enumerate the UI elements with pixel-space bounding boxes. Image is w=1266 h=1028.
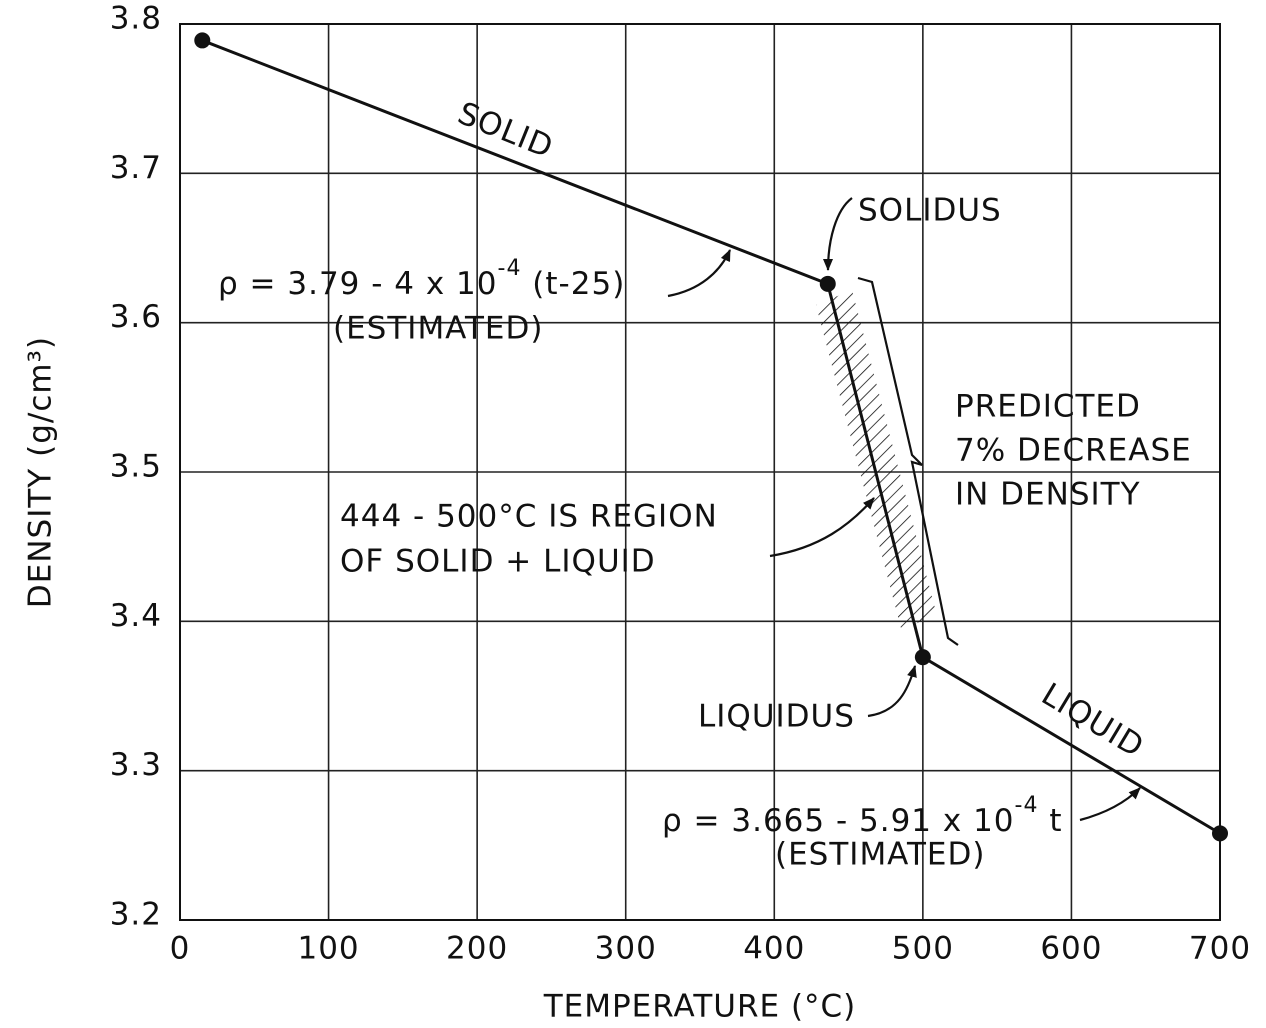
y-tick-label: 3.5	[110, 449, 162, 485]
solid-eq-arrow	[667, 249, 732, 298]
x-tick-label: 700	[1189, 931, 1251, 967]
prediction-note: PREDICTED	[955, 389, 1141, 425]
x-tick-label: 0	[170, 931, 191, 967]
data-point	[1212, 825, 1228, 842]
data-point	[194, 32, 211, 49]
solidus-label: SOLIDUS	[858, 193, 1002, 229]
liquidus-arrow	[867, 665, 917, 718]
liquid-eq-arrow	[1079, 787, 1141, 822]
region-note: 444 - 500°C IS REGION	[340, 499, 718, 535]
y-tick-label: 3.4	[110, 598, 162, 634]
x-tick-label: 500	[892, 931, 954, 967]
solid-equation: ρ = 3.79 - 4 x 10-4 (t-25)	[218, 256, 625, 302]
liquidus-label: LIQUIDUS	[698, 699, 855, 735]
solid-equation-note: (ESTIMATED)	[333, 311, 543, 347]
eq-exponent: -4	[1015, 793, 1039, 818]
prediction-note: 7% DECREASE	[955, 433, 1192, 469]
y-tick-label: 3.3	[110, 747, 162, 783]
x-axis-label: TEMPERATURE (°C)	[543, 989, 857, 1025]
eq-rest: (t-25)	[521, 266, 625, 302]
eq-base: ρ = 3.665 - 5.91 x 10	[662, 803, 1015, 839]
x-tick-label: 100	[297, 931, 359, 967]
liquid-equation: ρ = 3.665 - 5.91 x 10-4 t	[662, 793, 1062, 839]
y-axis-label: DENSITY (g/cm³)	[23, 336, 59, 608]
data-line	[201, 39, 1221, 835]
liquid-equation-note: (ESTIMATED)	[775, 837, 985, 873]
region-arrow	[769, 497, 875, 558]
y-tick-label: 3.7	[110, 150, 162, 186]
x-tick-label: 400	[743, 931, 805, 967]
brace	[857, 276, 959, 646]
eq-base: ρ = 3.79 - 4 x 10	[218, 266, 498, 302]
eq-exponent: -4	[498, 256, 522, 281]
solidus-arrow	[823, 197, 853, 271]
data-point	[819, 275, 836, 292]
region-note: OF SOLID + LIQUID	[340, 544, 656, 580]
y-tick-label: 3.6	[110, 299, 162, 335]
x-tick-label: 600	[1040, 931, 1102, 967]
x-tick-label: 200	[446, 931, 508, 967]
solid-label: SOLID	[453, 95, 559, 166]
solid-liquid-region	[816, 290, 936, 632]
eq-rest: t	[1038, 803, 1062, 839]
x-tick-label: 300	[595, 931, 657, 967]
prediction-note: IN DENSITY	[955, 477, 1141, 513]
plot-frame	[179, 23, 1221, 921]
y-tick-label: 3.2	[110, 897, 162, 933]
data-point	[914, 649, 931, 666]
liquid-label: LIQUID	[1035, 676, 1150, 765]
y-tick-label: 3.8	[110, 1, 162, 37]
plot-area: 3.2 3.3 3.4 3.5 3.6 3.7 3.8 0 100 200 300 400 500 600…	[110, 1, 1251, 967]
